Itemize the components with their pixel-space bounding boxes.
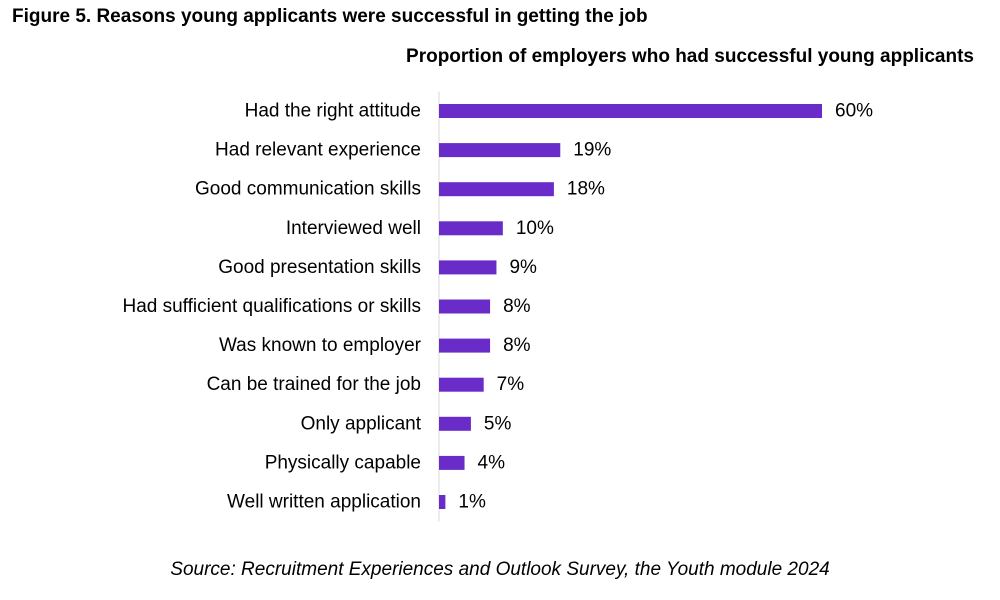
- category-label: Had relevant experience: [215, 140, 421, 161]
- category-label: Only applicant: [301, 413, 422, 434]
- bar-rows: Had the right attitude 60% Had relevant ex…: [122, 101, 873, 513]
- category-label: Well written application: [227, 492, 421, 513]
- data-label: 19%: [573, 140, 611, 161]
- figure-title: Figure 5. Reasons young applicants were …: [12, 6, 648, 27]
- bar: [439, 416, 471, 431]
- bar: [439, 104, 822, 118]
- category-label: Good communication skills: [195, 179, 421, 200]
- category-label: Can be trained for the job: [207, 374, 421, 395]
- category-label: Had the right attitude: [245, 101, 421, 122]
- category-label: Had sufficient qualifications or skills: [122, 296, 421, 317]
- data-label: 1%: [458, 492, 486, 513]
- bar: [439, 221, 503, 236]
- data-label: 8%: [503, 335, 531, 356]
- bar: [439, 377, 484, 392]
- bar: [439, 182, 554, 197]
- bar: [439, 455, 465, 470]
- data-label: 8%: [503, 296, 531, 317]
- data-label: 9%: [509, 257, 537, 278]
- data-label: 18%: [567, 179, 605, 200]
- bar: [439, 143, 561, 158]
- bar: [439, 495, 446, 509]
- category-label: Interviewed well: [286, 218, 421, 239]
- bar: [439, 338, 491, 353]
- bar: [439, 260, 497, 275]
- data-label: 10%: [516, 218, 554, 239]
- data-label: 5%: [484, 413, 512, 434]
- category-label: Good presentation skills: [218, 257, 421, 278]
- bar: [439, 299, 491, 314]
- category-label: Was known to employer: [219, 335, 422, 356]
- data-label: 4%: [478, 452, 506, 473]
- data-label: 7%: [497, 374, 525, 395]
- chart-title: Proportion of employers who had successf…: [406, 46, 974, 67]
- data-label: 60%: [835, 101, 873, 122]
- category-label: Physically capable: [265, 452, 421, 473]
- source-note: Source: Recruitment Experiences and Outl…: [170, 559, 830, 580]
